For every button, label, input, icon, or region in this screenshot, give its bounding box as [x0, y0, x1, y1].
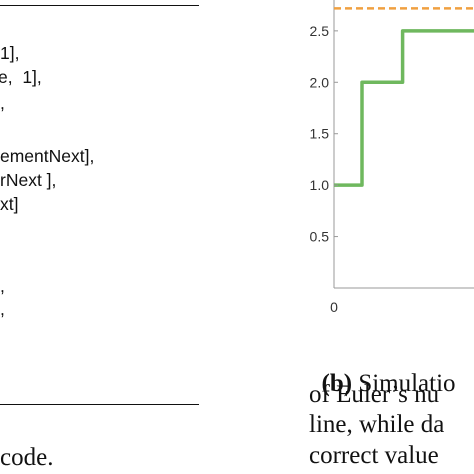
- code-line: xt]: [0, 194, 19, 214]
- figure-caption-b: (b) Simulatio: [309, 340, 456, 398]
- y-tick-label: 1.0: [310, 177, 330, 193]
- code-listing: 1], e, 1], , ementNext], rNext ], xt] , …: [0, 0, 200, 474]
- code-line: ,: [0, 276, 5, 296]
- caption-line2: of Euler’s nu: [309, 381, 440, 408]
- code-line: ementNext],: [0, 146, 95, 166]
- code-line: e, 1],: [0, 67, 42, 87]
- caption-line1: Simulatio: [358, 370, 456, 397]
- simulation-series-line: [334, 29, 474, 187]
- caption-line4: correct value: [309, 442, 439, 469]
- listing-caption: code.: [0, 444, 54, 471]
- code-line: 1],: [0, 43, 20, 63]
- code-line: rNext ],: [0, 170, 57, 190]
- caption-label: (b): [321, 370, 353, 397]
- series-layer: [334, 29, 474, 187]
- tick-labels: 0.5 1.0 1.5 2.0 2.5 0: [310, 23, 339, 315]
- euler-simulation-chart: 0.5 1.0 1.5 2.0 2.5 0: [310, 0, 474, 315]
- x-tick-label: 0: [330, 299, 338, 315]
- y-tick-label: 0.5: [310, 229, 330, 245]
- caption-line3: line, while da: [309, 411, 445, 438]
- y-tick-label: 2.0: [310, 74, 330, 90]
- chart-axes: [333, 0, 474, 289]
- bottom-rule: [0, 404, 199, 405]
- y-tick-label: 1.5: [310, 126, 330, 142]
- y-tick-label: 2.5: [310, 23, 330, 39]
- code-line: ,: [0, 93, 5, 113]
- top-rule: [0, 5, 199, 6]
- code-line: ,: [0, 299, 5, 319]
